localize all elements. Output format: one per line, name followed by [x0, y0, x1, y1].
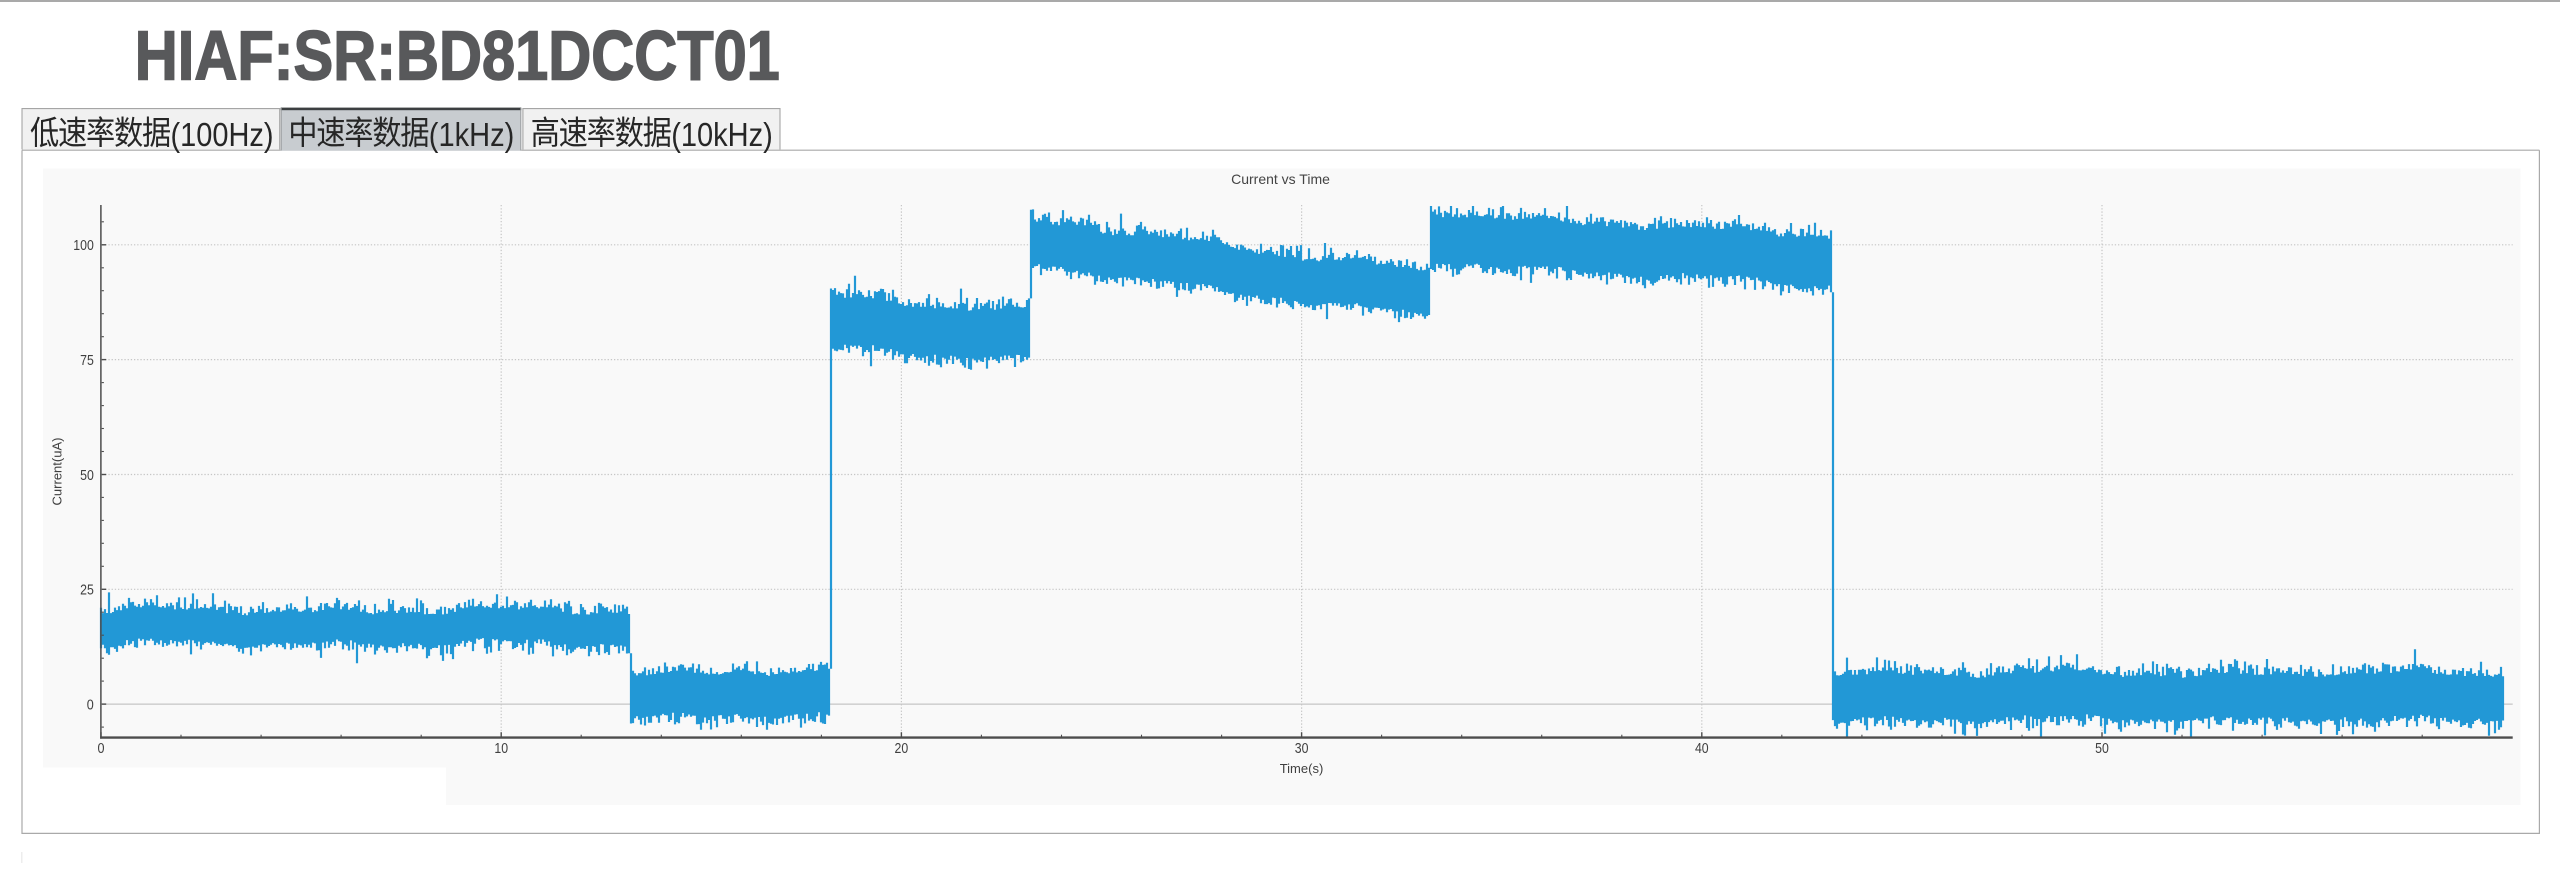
svg-text:(100Hz): (100Hz) [171, 116, 274, 153]
svg-text:100: 100 [73, 238, 94, 254]
svg-text:0: 0 [98, 741, 105, 757]
svg-text:50: 50 [80, 468, 94, 484]
svg-text:0: 0 [87, 697, 94, 713]
svg-text:Current vs Time: Current vs Time [1231, 171, 1330, 187]
svg-text:50: 50 [2095, 741, 2109, 757]
svg-text:30: 30 [1295, 741, 1309, 757]
svg-text:Time(s): Time(s) [1280, 761, 1324, 776]
svg-text:Current(uA): Current(uA) [50, 438, 65, 506]
svg-text:25: 25 [80, 583, 94, 599]
svg-text:10: 10 [494, 741, 508, 757]
svg-text:HIAF:SR:BD81DCCT01: HIAF:SR:BD81DCCT01 [135, 16, 780, 94]
svg-text:20: 20 [895, 741, 909, 757]
svg-text:(1kHz): (1kHz) [429, 116, 515, 153]
svg-text:75: 75 [80, 353, 94, 369]
svg-text:(10kHz): (10kHz) [671, 116, 773, 153]
svg-text:40: 40 [1695, 741, 1709, 757]
